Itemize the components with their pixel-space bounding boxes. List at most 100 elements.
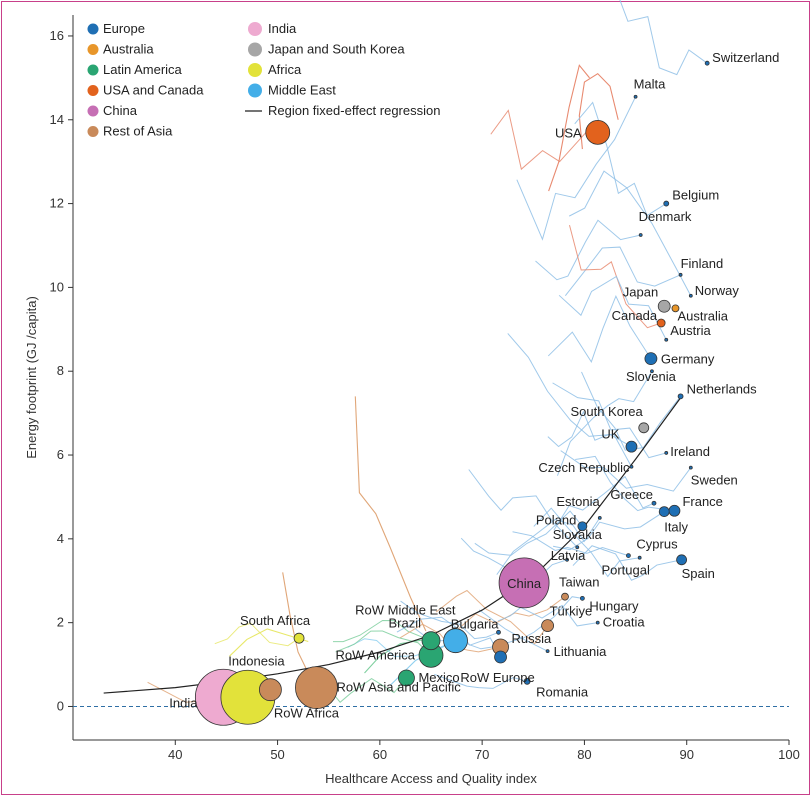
legend-marker-india bbox=[248, 22, 262, 36]
point-label-indonesia: Indonesia bbox=[228, 654, 285, 669]
y-tick-label: 8 bbox=[57, 363, 64, 378]
point-spain bbox=[676, 554, 687, 566]
legend-label-africa: Africa bbox=[268, 62, 302, 77]
point-mexico bbox=[398, 669, 415, 687]
trajectory-line bbox=[435, 589, 549, 645]
point-czech-republic bbox=[629, 464, 634, 469]
point-switzerland bbox=[704, 60, 710, 66]
x-tick-label: 40 bbox=[168, 747, 182, 762]
x-tick-label: 80 bbox=[577, 747, 591, 762]
legend-marker-africa bbox=[248, 63, 262, 77]
y-tick-label: 10 bbox=[50, 279, 64, 294]
trajectory-line bbox=[552, 511, 665, 551]
trajectory-line bbox=[282, 572, 309, 674]
point-romania bbox=[523, 677, 531, 685]
point-label-slovenia: Slovenia bbox=[626, 369, 677, 384]
y-tick-label: 4 bbox=[57, 531, 64, 546]
point-label-china: China bbox=[507, 576, 542, 591]
legend-label-latam: Latin America bbox=[103, 62, 183, 77]
point-row-asia-and-pacific bbox=[295, 666, 338, 710]
point-label-south-korea: South Korea bbox=[570, 404, 643, 419]
point-label-row-asia-and-pacific: RoW Asia and Pacific bbox=[336, 680, 461, 695]
trajectory-line bbox=[548, 64, 590, 192]
trajectory-line bbox=[497, 604, 598, 627]
point-label-lithuania: Lithuania bbox=[554, 644, 608, 659]
point-label-brazil: Brazil bbox=[388, 616, 421, 631]
legend-marker-latam bbox=[87, 64, 99, 76]
point-label-row-europe: RoW Europe bbox=[460, 670, 534, 685]
x-tick-label: 50 bbox=[270, 747, 284, 762]
trajectory-line bbox=[581, 371, 681, 451]
legend-marker-rasia bbox=[87, 126, 99, 137]
point-label-netherlands: Netherlands bbox=[687, 381, 758, 396]
legend-label-usa: USA and Canada bbox=[103, 83, 204, 98]
point-label-austria: Austria bbox=[670, 323, 711, 338]
trajectory-line bbox=[468, 469, 578, 548]
point-label-uk: UK bbox=[601, 427, 619, 442]
point-lithuania bbox=[545, 649, 550, 654]
point-belgium bbox=[663, 200, 670, 207]
trajectory-line bbox=[478, 596, 583, 640]
legend-label-india: India bbox=[268, 21, 297, 36]
point-latvia bbox=[565, 557, 569, 562]
trajectory-line bbox=[619, 0, 708, 76]
legend-label-australia: Australia bbox=[103, 42, 154, 57]
point-estonia bbox=[597, 515, 602, 520]
point-label-australia: Australia bbox=[677, 308, 728, 323]
point-china bbox=[498, 557, 550, 609]
trajectory-line bbox=[335, 630, 432, 656]
trajectory-line bbox=[496, 517, 601, 575]
trajectory-line bbox=[516, 96, 637, 241]
point-label-norway: Norway bbox=[695, 283, 740, 298]
point-usa bbox=[585, 119, 611, 145]
point-ireland bbox=[664, 451, 669, 455]
legend-label-jpkr: Japan and South Korea bbox=[268, 42, 405, 57]
point-label-south-africa: South Africa bbox=[240, 613, 311, 628]
point-label-row-middle-east: RoW Middle East bbox=[355, 603, 456, 618]
point-slovakia bbox=[575, 545, 580, 550]
point-label-cyprus: Cyprus bbox=[636, 537, 678, 552]
point-label-sweden: Sweden bbox=[691, 473, 738, 488]
point-croatia bbox=[595, 620, 600, 625]
point-canada bbox=[656, 318, 666, 328]
legend-label-china: China bbox=[103, 103, 138, 118]
point-bulgaria bbox=[496, 629, 501, 635]
trajectory-line bbox=[214, 622, 300, 647]
point-germany bbox=[644, 352, 658, 366]
y-axis-label: Energy footprint (GJ /capita) bbox=[24, 296, 39, 459]
point-label-denmark: Denmark bbox=[639, 209, 692, 224]
y-tick-label: 2 bbox=[57, 615, 64, 630]
point-label-row-africa: RoW Africa bbox=[274, 705, 340, 720]
point-south-korea bbox=[638, 422, 650, 434]
legend-marker-jpkr bbox=[248, 42, 262, 57]
point-label-poland: Poland bbox=[536, 512, 576, 527]
x-tick-label: 90 bbox=[679, 747, 693, 762]
trajectory-line bbox=[569, 225, 662, 329]
point-brazil bbox=[421, 631, 441, 651]
trajectory-line bbox=[512, 531, 629, 557]
point-netherlands bbox=[677, 393, 684, 400]
point-labels: Switzerland Malta USA Belgium Denmark Finland… bbox=[169, 50, 779, 720]
legend-label-rasia: Rest of Asia bbox=[103, 124, 173, 139]
trajectory-line bbox=[400, 600, 499, 640]
y-tick-label: 16 bbox=[50, 28, 64, 43]
legend: Europe Australia Latin America USA and Cana… bbox=[87, 21, 440, 139]
trajectory-line bbox=[560, 450, 692, 492]
point-austria bbox=[664, 337, 669, 342]
x-tick-label: 70 bbox=[475, 747, 489, 762]
trajectory-line bbox=[572, 545, 682, 581]
legend-label-europe: Europe bbox=[103, 21, 145, 36]
point-label-greece: Greece bbox=[610, 487, 653, 502]
point-t-rkiye bbox=[541, 619, 555, 632]
trajectory-line bbox=[547, 294, 652, 364]
trajectory-line bbox=[535, 219, 641, 281]
legend-marker-australia bbox=[87, 44, 99, 55]
point-label-belgium: Belgium bbox=[672, 188, 719, 203]
point-portugal bbox=[637, 555, 642, 560]
trajectory-line bbox=[575, 455, 675, 512]
trajectory-line bbox=[474, 510, 583, 556]
point-norway bbox=[688, 293, 693, 298]
trajectory-line bbox=[354, 396, 427, 632]
trajectory-line bbox=[552, 382, 667, 459]
